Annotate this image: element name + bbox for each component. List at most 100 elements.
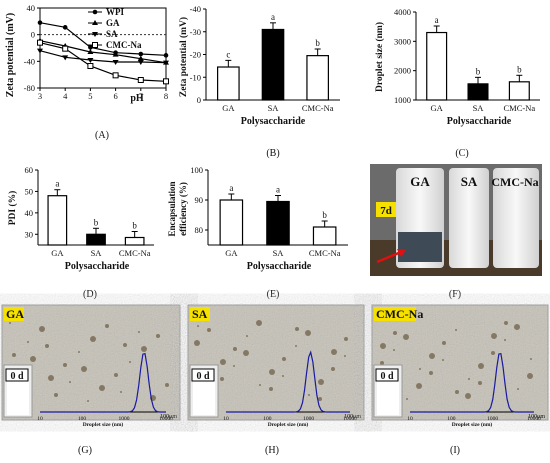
b-sig-letter: b: [315, 38, 320, 48]
dist-curve: [226, 350, 350, 413]
droplet: [63, 363, 67, 367]
droplet: [141, 346, 147, 352]
c-ytick-label: 3000: [394, 36, 411, 46]
e-xtick-label: CMC-Na: [309, 248, 341, 258]
droplet: [30, 356, 36, 362]
droplet: [295, 327, 299, 331]
a-point: [37, 39, 43, 46]
c-ylabel: Droplet size (nm): [374, 22, 385, 92]
a-point: [88, 45, 93, 50]
e-sig-letter: a: [276, 185, 280, 195]
a-point: [137, 77, 144, 83]
a-legend-marker: [92, 42, 98, 48]
f-day-label: 7d: [380, 205, 392, 217]
a-legend-marker: [92, 20, 98, 25]
b-xtick-label: GA: [222, 103, 235, 113]
panel-f-photo: GA SA CMC-Na 7d (F): [370, 164, 542, 300]
a-legend-label: SA: [106, 29, 118, 39]
dist-tick-label: 100: [78, 416, 87, 422]
d-xtick-label: GA: [51, 248, 64, 258]
b-ytick-label: -40: [190, 4, 201, 14]
d-xtick-label: CMC-Na: [119, 248, 151, 258]
b-ytick-label: -30: [190, 27, 201, 37]
a-point: [163, 53, 169, 58]
a-series-line-SA: [39, 50, 167, 64]
sample-badge: [374, 307, 416, 321]
droplet: [295, 345, 297, 347]
scale-bar-label: 100μm: [528, 414, 545, 420]
d-ylabel: PDI (%): [7, 191, 18, 226]
d-bar-GA: [47, 195, 68, 246]
e-ytick-label: 80: [195, 225, 204, 235]
droplet: [243, 350, 249, 356]
droplet: [468, 378, 470, 380]
dist-tick-label: 1000: [119, 416, 130, 422]
b-ylabel: Zeta potential (mV): [178, 17, 189, 97]
red-arrow: [376, 249, 406, 264]
droplet: [282, 357, 286, 361]
c-bar-SA: [467, 83, 489, 101]
c-sig-letter: a: [435, 15, 439, 25]
panel-label-g: (G): [78, 445, 92, 456]
c-ytick-label: 4000: [394, 7, 411, 17]
droplet: [129, 361, 131, 363]
b-ytick-label: -10: [190, 72, 201, 82]
droplet: [194, 340, 200, 346]
dist-tick-label: 10000: [343, 416, 357, 422]
micrograph-G: GA 0 d 10 100 1000 10000 Droplet size (nm) 100μ…: [1, 304, 181, 428]
droplet: [39, 326, 45, 332]
b-ytick-label: 0: [197, 95, 201, 105]
dist-tick-label: 10000: [527, 416, 541, 422]
droplet: [87, 400, 89, 402]
dist-tick-label: 100: [447, 416, 456, 422]
droplet: [527, 373, 533, 379]
a-point: [112, 60, 119, 65]
c-ytick-label: 1000: [394, 95, 411, 105]
droplet: [406, 398, 408, 400]
droplet: [81, 366, 87, 372]
panel-d: 30 40 50 60 a GA b SA b CMC-Na Polysaccharide PDI…: [7, 165, 154, 300]
dist-tick-label: 1000: [487, 416, 498, 422]
a-ytick-label: -40: [24, 56, 35, 66]
bottle-emulsion: [193, 381, 215, 415]
droplet: [491, 351, 495, 355]
droplet: [269, 369, 275, 375]
d-xtick-label: SA: [91, 248, 103, 258]
c-xtick-label: SA: [473, 103, 485, 113]
d-ytick-label: 50: [25, 186, 34, 196]
sample-label: GA: [6, 307, 24, 321]
droplet: [530, 358, 532, 360]
b-xtick-label: CMC-Na: [302, 103, 334, 113]
c-xtick-label: CMC-Na: [504, 103, 536, 113]
a-point: [87, 63, 94, 69]
droplet: [478, 381, 482, 385]
droplet: [318, 397, 322, 401]
bottle-cmc-na: [493, 168, 539, 268]
a-point: [62, 55, 69, 61]
e-sig-letter: a: [229, 183, 233, 193]
a-point: [137, 60, 144, 65]
a-xtick-label: 3: [38, 91, 42, 101]
dist-tick-label: 100: [263, 416, 272, 422]
droplet: [318, 379, 324, 385]
a-point: [37, 48, 43, 54]
d-ytick-label: 60: [25, 165, 34, 175]
droplet: [429, 371, 433, 375]
dist-xlabel: Droplet size (nm): [452, 421, 493, 428]
a-legend-label: GA: [106, 18, 120, 28]
a-point: [112, 51, 119, 57]
droplet: [514, 324, 520, 330]
sample-label: SA: [192, 307, 208, 321]
panel-label-i: (I): [450, 445, 460, 456]
dist-curve: [410, 353, 534, 413]
droplet: [455, 390, 459, 394]
a-legend-marker: [92, 9, 98, 15]
f-day-badge: [376, 202, 396, 217]
e-bar-SA: [266, 200, 290, 246]
b-ytick-label: -20: [190, 50, 201, 60]
droplet: [90, 336, 96, 342]
c-bar-CMC-Na: [508, 81, 530, 101]
a-xtick-label: 8: [164, 91, 168, 101]
a-xtick-label: 4: [63, 91, 68, 101]
